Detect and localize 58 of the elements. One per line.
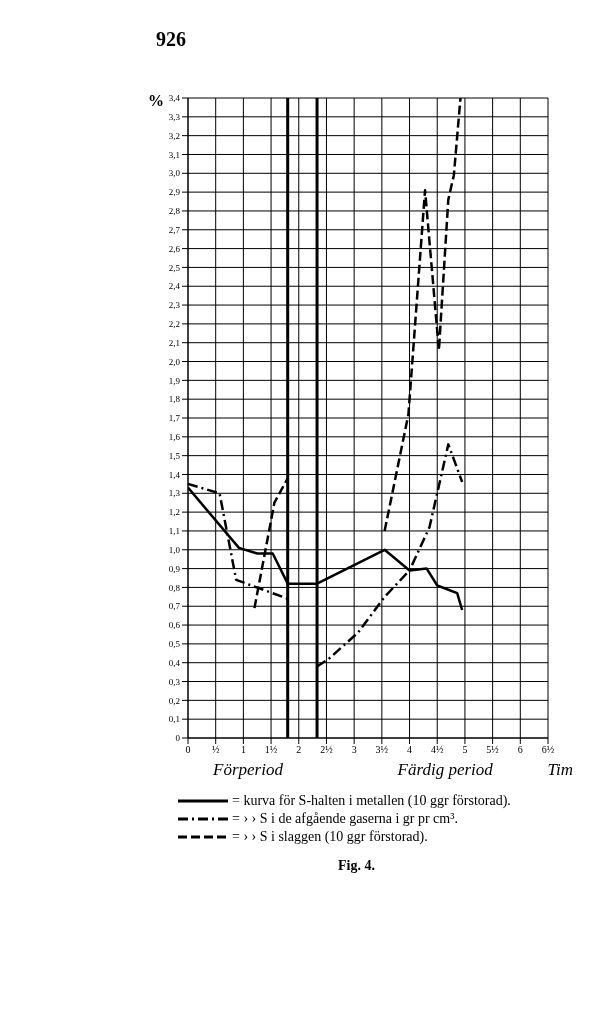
x-tick-label: 4 bbox=[407, 744, 413, 756]
y-tick-label: 0,5 bbox=[168, 639, 181, 650]
y-tick-label: 3,0 bbox=[168, 168, 181, 179]
y-tick-label: 1,8 bbox=[168, 394, 181, 405]
x-tick-label: 5½ bbox=[486, 744, 500, 756]
legend-label: = › › S i slaggen (10 ggr förstorad). bbox=[232, 829, 428, 845]
y-tick-label: 2,9 bbox=[168, 187, 181, 198]
y-tick-label: 0,3 bbox=[168, 676, 181, 687]
y-tick-label: 2,1 bbox=[168, 337, 180, 348]
y-tick-label: 2,3 bbox=[168, 300, 181, 311]
y-tick-label: 0,2 bbox=[168, 695, 180, 706]
y-tick-label: 0,7 bbox=[168, 601, 181, 612]
caption: Fig. 4. bbox=[338, 858, 376, 874]
x-tick-label: 3 bbox=[351, 744, 357, 756]
y-tick-label: 3,3 bbox=[168, 112, 181, 123]
y-tick-label: 1,7 bbox=[168, 413, 181, 424]
y-tick-label: 2,7 bbox=[168, 224, 181, 235]
y-tick-label: 1,2 bbox=[168, 507, 180, 518]
y-tick-label: 1,4 bbox=[168, 469, 181, 480]
y-tick-label: 1,0 bbox=[168, 544, 181, 555]
legend-label: = › › S i de afgående gaserna i gr pr cm³. bbox=[232, 811, 458, 827]
y-tick-label: 2,5 bbox=[168, 262, 181, 273]
y-axis-title: % bbox=[148, 92, 164, 110]
y-tick-label: 0,6 bbox=[168, 620, 181, 631]
text: Färdig period bbox=[397, 760, 493, 780]
y-tick-label: 1,3 bbox=[168, 488, 181, 499]
legend-label: = kurva för S-halten i metallen (10 ggr förstorad). bbox=[232, 793, 511, 809]
x-tick-label: 6 bbox=[517, 744, 523, 756]
y-tick-label: 1,9 bbox=[168, 375, 181, 386]
y-tick-label: 0,9 bbox=[168, 563, 181, 574]
text: 926 bbox=[156, 27, 187, 52]
y-tick-label: 2,6 bbox=[168, 243, 181, 254]
x-tick-label: 0 bbox=[185, 744, 191, 756]
y-tick-label: 1,1 bbox=[168, 526, 180, 537]
y-tick-label: 3,1 bbox=[168, 149, 180, 160]
x-tick-label: 5 bbox=[462, 744, 468, 756]
y-tick-label: 0,1 bbox=[168, 714, 180, 725]
y-tick-label: 1,5 bbox=[168, 450, 181, 461]
y-tick-label: 1,6 bbox=[168, 432, 181, 443]
y-tick-label: 2,2 bbox=[168, 319, 180, 330]
x-tick-label: 1½ bbox=[264, 744, 278, 756]
y-tick-label: 0 bbox=[175, 733, 181, 744]
y-tick-label: 0,4 bbox=[168, 657, 181, 668]
x-axis-title: Tim bbox=[547, 760, 573, 780]
x-tick-label: 4½ bbox=[430, 744, 444, 756]
x-tick-label: 3½ bbox=[375, 744, 389, 756]
y-tick-label: 3,4 bbox=[168, 93, 181, 104]
x-tick-label: 1 bbox=[240, 744, 246, 756]
x-tick-label: 2 bbox=[296, 744, 302, 756]
y-tick-label: 2,4 bbox=[168, 281, 181, 292]
y-tick-label: 0,8 bbox=[168, 582, 181, 593]
y-tick-label: 2,0 bbox=[168, 356, 181, 367]
x-tick-label: 6½ bbox=[541, 744, 555, 756]
text: Förperiod bbox=[213, 760, 283, 780]
y-tick-label: 2,8 bbox=[168, 206, 181, 217]
x-tick-label: ½ bbox=[211, 744, 220, 756]
y-tick-label: 3,2 bbox=[168, 130, 180, 141]
x-tick-label: 2½ bbox=[320, 744, 334, 756]
